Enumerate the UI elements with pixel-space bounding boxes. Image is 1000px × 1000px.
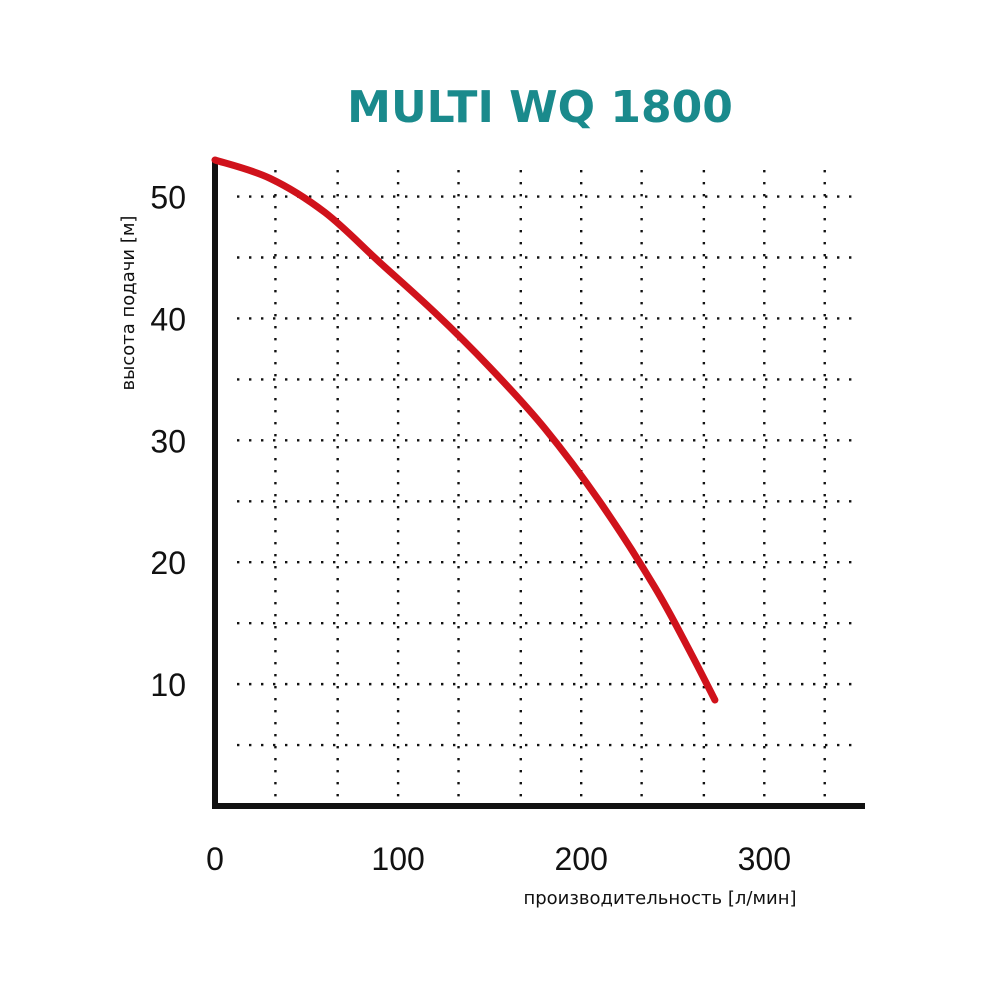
- axes: [212, 158, 865, 809]
- x-tick-label: 300: [738, 841, 791, 877]
- y-tick-label: 30: [150, 423, 186, 459]
- y-tick-label: 10: [150, 667, 186, 703]
- x-tick-label: 200: [555, 841, 608, 877]
- y-tick-label: 20: [150, 545, 186, 581]
- series-layer: [211, 156, 719, 704]
- y-tick-labels: 10 20 30 40 50: [150, 180, 186, 704]
- y-tick-label: 40: [150, 301, 186, 337]
- grid: [237, 170, 857, 800]
- y-tick-label: 50: [150, 180, 186, 216]
- x-tick-labels: 0 100 200 300: [206, 841, 791, 877]
- x-axis-title: производительность [л/мин]: [523, 888, 796, 909]
- x-tick-label: 0: [206, 841, 224, 877]
- x-tick-label: 100: [371, 841, 424, 877]
- y-axis-title: высота подачи [м]: [118, 216, 139, 391]
- pump-curve-line: [211, 156, 719, 704]
- chart-title: MULTI WQ 1800: [347, 82, 733, 133]
